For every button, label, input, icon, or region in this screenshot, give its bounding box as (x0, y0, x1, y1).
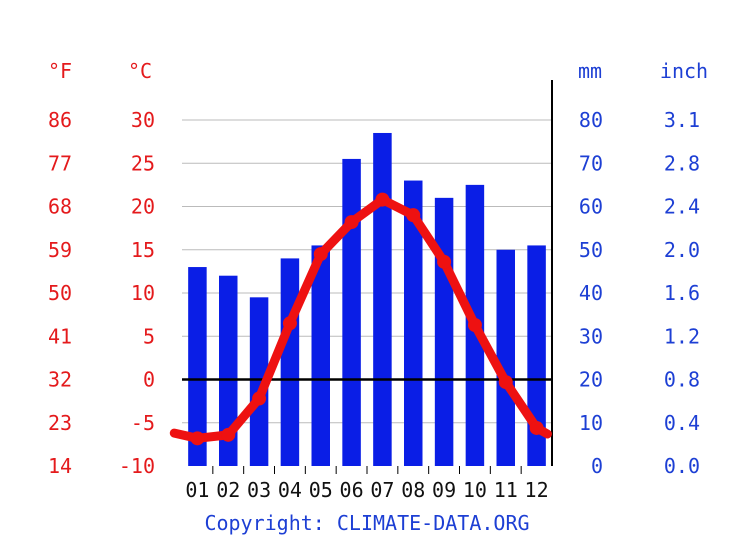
month-label: 12 (525, 478, 549, 502)
inch-tick-label: 1.6 (664, 281, 700, 305)
temperature-point (313, 247, 328, 262)
month-label: 05 (309, 478, 333, 502)
month-label: 08 (401, 478, 425, 502)
x-axis-ticks (212, 466, 522, 474)
fahrenheit-tick-label: 32 (48, 368, 72, 392)
month-label: 03 (247, 478, 271, 502)
celsius-tick-label: 25 (131, 151, 155, 175)
temperature-point (498, 375, 513, 390)
month-label: 06 (340, 478, 364, 502)
inch-tick-label: 2.8 (664, 151, 700, 175)
temperature-polyline (169, 195, 552, 443)
mm-axis-labels: 80 70 60 50 40 30 20 10 0 (579, 108, 603, 478)
temperature-point (221, 427, 236, 442)
temperature-point (375, 192, 390, 207)
precipitation-bar (249, 297, 269, 466)
mm-tick-label: 40 (579, 281, 603, 305)
fahrenheit-tick-label: 77 (48, 151, 72, 175)
inch-unit-label: inch (660, 59, 708, 83)
month-label: 07 (370, 478, 394, 502)
inch-tick-label: 0.8 (664, 368, 700, 392)
month-label: 01 (185, 478, 209, 502)
mm-tick-label: 20 (579, 368, 603, 392)
inch-tick-label: 1.2 (664, 324, 700, 348)
celsius-tick-label: -5 (131, 411, 155, 435)
month-label: 02 (216, 478, 240, 502)
temperature-point (529, 420, 544, 435)
mm-tick-label: 10 (579, 411, 603, 435)
precipitation-bar (280, 258, 300, 466)
fahrenheit-tick-label: 14 (48, 454, 72, 478)
celsius-tick-label: 30 (131, 108, 155, 132)
month-axis-labels: 01 02 03 04 05 06 07 08 09 10 11 12 (185, 478, 548, 502)
celsius-unit-label: °C (128, 59, 152, 83)
fahrenheit-tick-label: 59 (48, 238, 72, 262)
fahrenheit-tick-label: 68 (48, 195, 72, 219)
temperature-line (169, 192, 552, 446)
fahrenheit-tick-label: 50 (48, 281, 72, 305)
precipitation-bar (373, 132, 392, 466)
temperature-point (344, 215, 359, 230)
inch-tick-label: 2.0 (664, 238, 700, 262)
mm-tick-label: 0 (591, 454, 603, 478)
precipitation-bar (527, 245, 546, 466)
celsius-tick-label: 10 (131, 281, 155, 305)
month-label: 10 (463, 478, 487, 502)
precipitation-bar (342, 158, 361, 467)
precipitation-bar (404, 180, 423, 467)
fahrenheit-axis-labels: 86 77 68 59 50 41 32 23 14 (48, 108, 72, 478)
mm-unit-label: mm (578, 59, 602, 83)
precipitation-bar (434, 197, 454, 466)
mm-tick-label: 80 (579, 108, 603, 132)
temperature-point (282, 316, 297, 331)
temperature-point (437, 254, 452, 269)
inch-tick-label: 0.4 (664, 411, 700, 435)
temperature-point (252, 391, 267, 406)
precipitation-bar (219, 275, 238, 466)
mm-tick-label: 70 (579, 151, 603, 175)
inch-tick-label: 2.4 (664, 195, 700, 219)
fahrenheit-unit-label: °F (48, 59, 72, 83)
celsius-tick-label: 20 (131, 195, 155, 219)
inch-tick-label: 3.1 (664, 108, 700, 132)
mm-tick-label: 30 (579, 324, 603, 348)
fahrenheit-tick-label: 23 (48, 411, 72, 435)
celsius-tick-label: 5 (143, 324, 155, 348)
temperature-point (467, 318, 482, 333)
celsius-tick-label: 0 (143, 368, 155, 392)
copyright-text: Copyright: CLIMATE-DATA.ORG (204, 511, 529, 535)
celsius-tick-label: 15 (131, 238, 155, 262)
fahrenheit-tick-label: 41 (48, 324, 72, 348)
fahrenheit-tick-label: 86 (48, 108, 72, 132)
temperature-point (190, 431, 205, 446)
celsius-axis-labels: 30 25 20 15 10 5 0 -5 -10 (119, 108, 155, 478)
precipitation-bar (188, 267, 207, 466)
temperature-point (406, 208, 421, 223)
mm-tick-label: 50 (579, 238, 603, 262)
month-label: 11 (494, 478, 518, 502)
inch-axis-labels: 3.1 2.8 2.4 2.0 1.6 1.2 0.8 0.4 0.0 (664, 108, 700, 478)
celsius-tick-label: -10 (119, 454, 155, 478)
precipitation-bar (311, 245, 330, 466)
precipitation-bar (496, 249, 515, 466)
month-label: 04 (278, 478, 302, 502)
month-label: 09 (432, 478, 456, 502)
inch-tick-label: 0.0 (664, 454, 700, 478)
mm-tick-label: 60 (579, 195, 603, 219)
